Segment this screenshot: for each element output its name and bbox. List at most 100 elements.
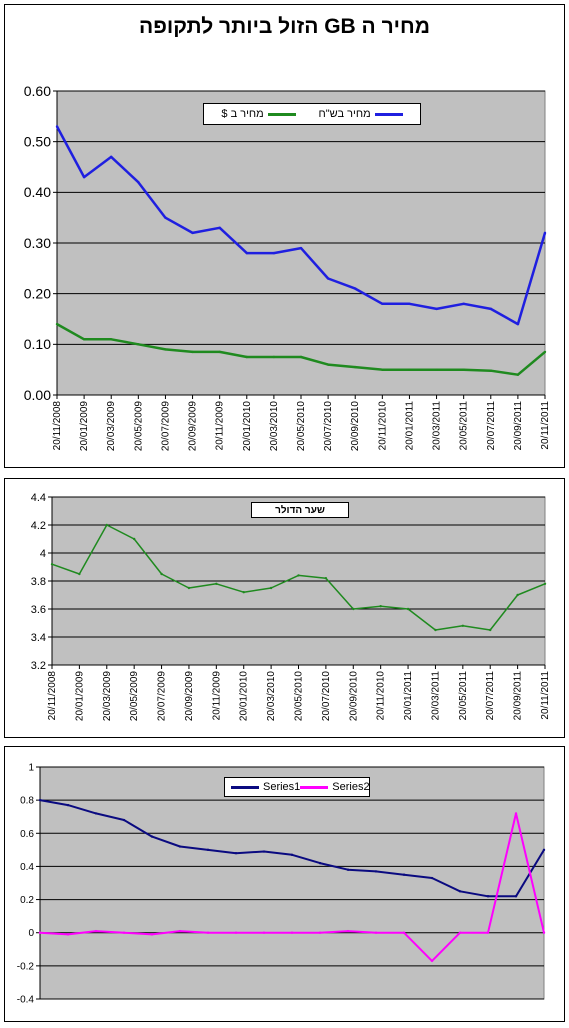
data-point <box>206 848 210 852</box>
data-point <box>435 307 438 311</box>
x-tick-label: 20/11/2011 <box>540 401 551 450</box>
data-point <box>458 931 462 934</box>
chart-1-frame: מחיר ה GB הזול ביותר לתקופה 0.00 0.10 0.20… <box>4 4 565 468</box>
data-point <box>164 216 167 219</box>
data-point <box>402 873 406 876</box>
data-point <box>406 607 410 611</box>
x-tick-label: 20/03/2009 <box>102 671 113 721</box>
data-point <box>299 246 303 250</box>
data-point <box>150 835 154 838</box>
data-point <box>326 277 330 280</box>
x-tick-label: 20/01/2009 <box>74 671 85 721</box>
data-point <box>110 338 113 341</box>
data-point <box>178 929 182 933</box>
data-point <box>542 848 546 852</box>
y-tick-label: -0.2 <box>17 961 35 972</box>
data-point <box>137 181 140 184</box>
x-tick-label: 20/11/2010 <box>377 401 388 451</box>
data-point <box>290 931 294 934</box>
data-point <box>430 959 434 963</box>
data-point <box>489 369 492 372</box>
data-point <box>299 355 303 359</box>
data-point <box>516 322 520 326</box>
legend-label-usd: מחיר ב $ <box>221 108 264 120</box>
data-point <box>215 582 218 585</box>
y-tick-label: 0.50 <box>24 134 51 150</box>
data-point <box>381 302 384 305</box>
x-tick-label: 20/05/2009 <box>129 671 140 721</box>
data-point <box>489 628 492 632</box>
data-point <box>346 929 350 933</box>
data-point <box>187 586 191 590</box>
x-tick-label: 20/03/2010 <box>269 401 280 451</box>
x-tick-label: 20/07/2010 <box>321 671 332 721</box>
x-tick-label: 20/05/2010 <box>294 671 305 721</box>
data-point <box>132 537 136 541</box>
x-tick-label: 20/09/2010 <box>348 671 359 721</box>
data-point <box>402 931 406 934</box>
data-point <box>543 350 547 354</box>
y-tick-label: 0.4 <box>20 862 34 873</box>
x-tick-label: 20/03/2009 <box>106 401 117 451</box>
y-tick-label: -0.4 <box>17 995 35 1006</box>
x-tick-label: 20/05/2011 <box>459 401 470 451</box>
x-tick-label: 20/09/2011 <box>513 401 524 451</box>
data-point <box>234 851 238 855</box>
y-tick-label: 0.20 <box>24 286 51 302</box>
data-point <box>374 870 378 873</box>
data-point <box>78 572 81 576</box>
data-point <box>164 348 167 351</box>
data-point <box>82 175 86 179</box>
data-point <box>234 931 238 934</box>
chart-1-legend: מחיר בש"ח מחיר ב $ <box>203 103 421 125</box>
chart-3-svg: -0.4 -0.2 0 0.2 0.4 0.6 0.8 1 <box>17 763 546 1006</box>
data-point <box>462 368 465 371</box>
data-point <box>461 624 465 627</box>
data-point <box>94 812 98 815</box>
data-point <box>110 155 113 159</box>
y-tick-label: 1 <box>28 763 34 774</box>
legend-item-ils: מחיר בש"ח <box>319 108 403 120</box>
x-tick-label: 20/05/2009 <box>133 401 144 451</box>
data-point <box>297 574 300 577</box>
data-point <box>122 931 126 934</box>
y-tick-label: 3.2 <box>31 660 46 672</box>
data-point <box>462 302 465 305</box>
data-point <box>374 931 378 934</box>
x-tick-label: 20/07/2009 <box>157 671 168 721</box>
chart-3-frame: -0.4 -0.2 0 0.2 0.4 0.6 0.8 1 Series1 Series2 <box>4 746 565 1022</box>
x-tick-label: 20/07/2009 <box>160 401 171 451</box>
data-point <box>435 368 438 371</box>
data-point <box>82 338 86 341</box>
data-point <box>94 929 98 933</box>
data-point <box>245 251 248 255</box>
y-tick-label: 0.40 <box>24 184 51 200</box>
y-tick-label: 4.2 <box>31 520 46 532</box>
x-tick-label: 20/01/2010 <box>242 401 253 451</box>
x-tick-label: 20/11/2009 <box>211 671 222 721</box>
chart-1-svg: 0.00 0.10 0.20 0.30 0.40 0.50 0.60 20/11/2008 20… <box>24 83 551 451</box>
data-point <box>543 231 547 235</box>
y-tick-label: 0.30 <box>24 235 51 251</box>
y-tick-label: 0.60 <box>24 83 51 99</box>
data-point <box>354 287 357 290</box>
data-point <box>105 523 108 527</box>
data-point <box>66 933 70 936</box>
data-point <box>38 931 42 934</box>
data-point <box>352 607 355 611</box>
data-point <box>206 931 210 934</box>
x-tick-label: 20/05/2011 <box>458 671 469 721</box>
data-point <box>516 593 519 597</box>
x-tick-label: 20/07/2011 <box>485 671 496 721</box>
x-tick-label: 20/09/2009 <box>184 671 195 721</box>
data-point <box>218 226 221 229</box>
legend-label-series2: Series2 <box>332 781 370 793</box>
data-point <box>408 302 411 305</box>
data-point <box>242 591 245 594</box>
data-point <box>262 850 266 853</box>
data-point <box>543 582 547 585</box>
data-point <box>191 231 194 235</box>
x-tick-label: 20/09/2009 <box>188 401 199 451</box>
data-point <box>50 563 54 566</box>
x-tick-label: 20/07/2011 <box>486 401 497 451</box>
